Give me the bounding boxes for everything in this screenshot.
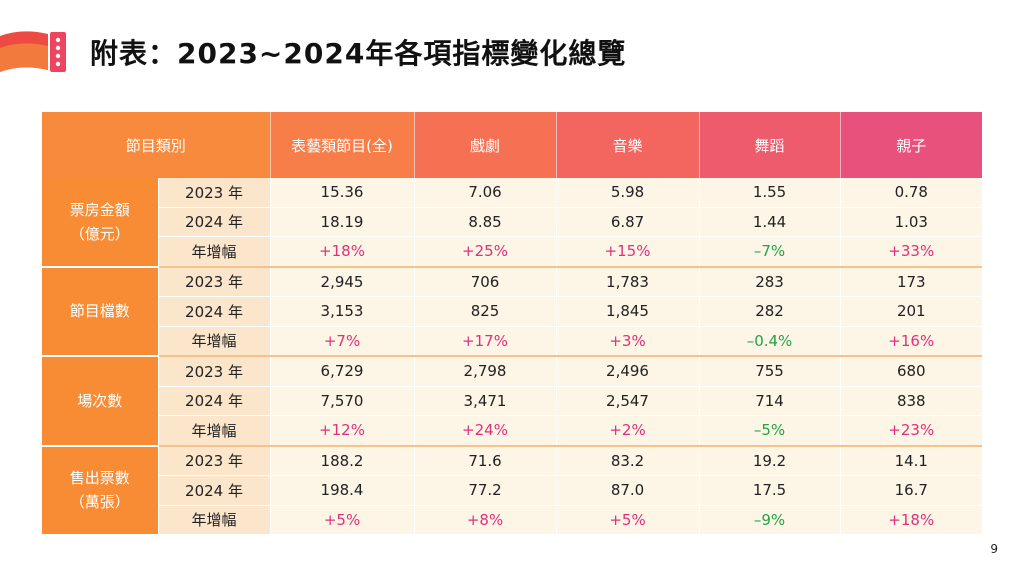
column-header: 戲劇: [414, 112, 557, 178]
value-cell: 755: [699, 356, 841, 387]
value-cell: 15.36: [270, 178, 415, 208]
year-label: 年增幅: [158, 236, 271, 268]
value-cell: 1,845: [556, 296, 700, 327]
value-cell: +3%: [556, 326, 700, 357]
column-header: 音樂: [556, 112, 700, 178]
value-cell: 77.2: [414, 475, 557, 506]
value-cell: +7%: [270, 326, 415, 357]
value-cell: 1.03: [840, 207, 983, 237]
year-label: 2023 年: [158, 445, 271, 476]
indicator-table: 節目類別 表藝類節目(全) 戲劇 音樂 舞蹈 親子 票房金額 （億元） 2023 年 15.3…: [42, 112, 983, 536]
column-header: 舞蹈: [699, 112, 841, 178]
value-cell: 198.4: [270, 475, 415, 506]
value-cell: 5.98: [556, 178, 700, 208]
table-row: 2024 年 3,153 825 1,845 282 201: [42, 296, 983, 327]
table-row: 年增幅 +18% +25% +15% –7% +33%: [42, 236, 983, 268]
page-number: 9: [990, 542, 998, 556]
year-label: 2023 年: [158, 266, 271, 297]
year-label: 2023 年: [158, 356, 271, 387]
category-label: 票房金額 （億元）: [42, 178, 159, 268]
table-row: 票房金額 （億元） 2023 年 15.36 7.06 5.98 1.55 0.78: [42, 178, 983, 268]
value-cell: 714: [699, 386, 841, 416]
year-label: 2024 年: [158, 296, 271, 327]
table-row: 2024 年 198.4 77.2 87.0 17.5 16.7: [42, 475, 983, 506]
table-row: 年增幅 +7% +17% +3% –0.4% +16%: [42, 326, 983, 357]
value-cell: 2,798: [414, 356, 557, 387]
value-cell: +8%: [414, 505, 557, 535]
value-cell: 8.85: [414, 207, 557, 237]
value-cell: +15%: [556, 236, 700, 268]
value-cell: 2,496: [556, 356, 700, 387]
value-cell: 1.55: [699, 178, 841, 208]
year-label: 2024 年: [158, 207, 271, 237]
value-cell: 19.2: [699, 445, 841, 476]
table-row: 2024 年 7,570 3,471 2,547 714 838: [42, 386, 983, 416]
table-row: 節目檔數 2023 年 2,945 706 1,783 283 173: [42, 266, 983, 357]
value-cell: 18.19: [270, 207, 415, 237]
value-cell: 0.78: [840, 178, 983, 208]
value-cell: 706: [414, 266, 557, 297]
column-header: 表藝類節目(全): [270, 112, 415, 178]
category-label: 場次數: [42, 356, 159, 447]
category-label: 節目檔數: [42, 266, 159, 357]
year-label: 2023 年: [158, 178, 271, 208]
table-row: 場次數 2023 年 6,729 2,798 2,496 755 680: [42, 356, 983, 447]
value-cell: +12%: [270, 415, 415, 447]
value-cell: 17.5: [699, 475, 841, 506]
year-label: 年增幅: [158, 415, 271, 447]
value-cell: 87.0: [556, 475, 700, 506]
brand-logo-icon: [0, 31, 66, 72]
value-cell: 3,153: [270, 296, 415, 327]
category-label: 售出票數 （萬張）: [42, 445, 159, 536]
table-row: 售出票數 （萬張） 2023 年 188.2 71.6 83.2 19.2 14.1: [42, 445, 983, 536]
value-cell: 188.2: [270, 445, 415, 476]
value-cell: 2,547: [556, 386, 700, 416]
value-cell: 6.87: [556, 207, 700, 237]
value-cell: +5%: [270, 505, 415, 535]
value-cell: 14.1: [840, 445, 983, 476]
value-cell: +33%: [840, 236, 983, 268]
value-cell: +2%: [556, 415, 700, 447]
value-cell: 1.44: [699, 207, 841, 237]
value-cell: 83.2: [556, 445, 700, 476]
year-label: 年增幅: [158, 505, 271, 535]
value-cell: 173: [840, 266, 983, 297]
value-cell: 1,783: [556, 266, 700, 297]
value-cell: 838: [840, 386, 983, 416]
value-cell: +5%: [556, 505, 700, 535]
value-cell: –5%: [699, 415, 841, 447]
value-cell: –7%: [699, 236, 841, 268]
column-header: 親子: [840, 112, 983, 178]
value-cell: –9%: [699, 505, 841, 535]
value-cell: 825: [414, 296, 557, 327]
value-cell: +23%: [840, 415, 983, 447]
value-cell: 7.06: [414, 178, 557, 208]
page-title: 附表：2023~2024年各項指標變化總覽: [90, 37, 627, 70]
value-cell: 16.7: [840, 475, 983, 506]
value-cell: +16%: [840, 326, 983, 357]
value-cell: +25%: [414, 236, 557, 268]
value-cell: 2,945: [270, 266, 415, 297]
value-cell: 6,729: [270, 356, 415, 387]
value-cell: 201: [840, 296, 983, 327]
column-header: 節目類別: [42, 112, 271, 178]
year-label: 年增幅: [158, 326, 271, 357]
year-label: 2024 年: [158, 475, 271, 506]
table-header-row: 節目類別 表藝類節目(全) 戲劇 音樂 舞蹈 親子: [42, 112, 983, 178]
value-cell: 71.6: [414, 445, 557, 476]
value-cell: +24%: [414, 415, 557, 447]
value-cell: 680: [840, 356, 983, 387]
year-label: 2024 年: [158, 386, 271, 416]
value-cell: 282: [699, 296, 841, 327]
value-cell: +18%: [270, 236, 415, 268]
table-row: 年增幅 +5% +8% +5% –9% +18%: [42, 505, 983, 535]
value-cell: –0.4%: [699, 326, 841, 357]
value-cell: 7,570: [270, 386, 415, 416]
value-cell: 3,471: [414, 386, 557, 416]
value-cell: 283: [699, 266, 841, 297]
table-row: 年增幅 +12% +24% +2% –5% +23%: [42, 415, 983, 447]
value-cell: +17%: [414, 326, 557, 357]
table-row: 2024 年 18.19 8.85 6.87 1.44 1.03: [42, 207, 983, 237]
value-cell: +18%: [840, 505, 983, 535]
